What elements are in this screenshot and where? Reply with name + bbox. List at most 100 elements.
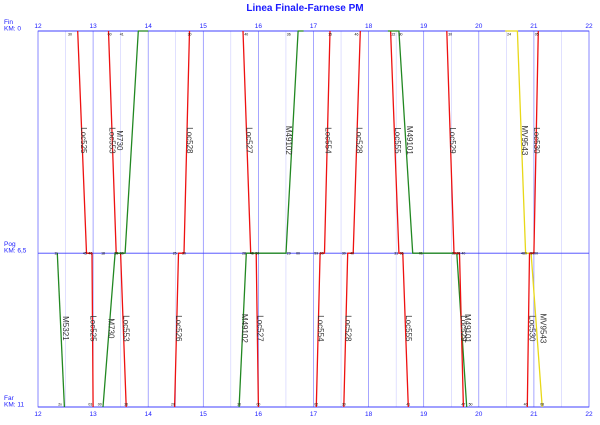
minute-mark-label: 46 xyxy=(88,252,92,256)
minute-mark-label: 00 xyxy=(534,252,538,256)
minute-mark-label: 24 xyxy=(507,33,511,37)
train-name-label: Loc528 xyxy=(344,315,353,342)
top-hour-tick-label: 13 xyxy=(89,23,97,30)
minute-mark-label: 03 xyxy=(88,403,92,407)
train-name-label: M730 xyxy=(115,130,124,151)
minute-mark-label: 00 xyxy=(320,252,324,256)
time-axis: 12 12 13 13 14 14 15 15 16 16 17 17 18 18 19 19 20 20 21 21… xyxy=(34,23,593,418)
train-path-line xyxy=(56,253,66,408)
minute-mark-label: 36 xyxy=(400,252,404,256)
bottom-hour-tick-label: 15 xyxy=(200,411,208,418)
minute-mark-label: 2x xyxy=(58,403,62,407)
train-name-label: M5321 xyxy=(61,316,70,341)
bottom-hour-tick-label: 20 xyxy=(475,411,483,418)
minute-mark-label: 30 xyxy=(68,33,72,37)
train-name-label: Loc530 xyxy=(532,127,541,154)
station-km-label: KM: 11 xyxy=(4,402,24,409)
train-name-label: M49102 xyxy=(284,126,293,155)
train-path-line xyxy=(102,30,149,408)
train-path-line xyxy=(77,30,94,408)
minute-mark-label: 480 xyxy=(521,252,527,256)
train-name-label: M49101 xyxy=(463,314,472,343)
train-paths xyxy=(56,30,543,408)
minute-mark-label: 32 xyxy=(452,252,456,256)
minute-mark-label: 30 xyxy=(342,252,346,256)
minute-mark-label: 40 xyxy=(524,403,528,407)
top-hour-tick-label: 16 xyxy=(255,23,263,30)
train-name-label: Loc529 xyxy=(448,127,457,154)
minute-mark-label: 40 xyxy=(461,252,465,256)
train-name-label: Loc525 xyxy=(88,315,97,342)
bottom-hour-tick-label: 18 xyxy=(365,411,373,418)
grid xyxy=(37,30,590,408)
bottom-hour-tick-label: 12 xyxy=(34,411,42,418)
station-km-label: KM: 0 xyxy=(4,26,21,33)
minute-mark-label: 18 xyxy=(101,252,105,256)
train-name-label: Loc530 xyxy=(528,315,537,342)
bottom-hour-tick-label: 17 xyxy=(310,411,318,418)
minute-mark-label: 29 xyxy=(287,252,291,256)
bottom-hour-tick-label: 22 xyxy=(585,411,593,418)
minute-mark-label: 01 xyxy=(419,252,423,256)
minute-mark-label: 30 xyxy=(237,403,241,407)
minute-mark-label: 50 xyxy=(530,252,534,256)
train-path-line xyxy=(315,30,331,408)
train-name-label: Loc555 xyxy=(404,315,413,342)
minute-mark-label: 38 xyxy=(456,252,460,256)
train-path-line xyxy=(526,30,539,408)
top-hour-tick-label: 19 xyxy=(420,23,428,30)
minute-mark-label: 41 xyxy=(120,33,124,37)
minute-mark-label: 30 xyxy=(120,252,124,256)
minute-mark-label: 08 xyxy=(540,403,544,407)
minute-mark-label: 15 xyxy=(328,33,332,37)
minute-mark-label: 36 xyxy=(124,403,128,407)
minute-mark-label: 02 xyxy=(314,403,318,407)
bottom-hour-tick-label: 16 xyxy=(255,411,263,418)
train-name-label: M49101 xyxy=(405,126,414,155)
station-name-label: Fin xyxy=(4,19,13,26)
minute-mark-label: 50 xyxy=(469,403,473,407)
minute-mark-label: 48 xyxy=(250,252,254,256)
chart-title: Linea Finale-Farnese PM xyxy=(246,3,363,14)
top-hour-tick-label: 15 xyxy=(200,23,208,30)
train-path-line xyxy=(343,30,361,408)
minute-mark-label: 28 xyxy=(114,252,118,256)
bottom-hour-tick-label: 13 xyxy=(89,411,97,418)
top-hour-tick-label: 12 xyxy=(34,23,42,30)
bottom-hour-tick-label: 21 xyxy=(530,411,538,418)
minute-mark-label: 31 xyxy=(394,252,398,256)
minute-mark-label: 36 xyxy=(287,33,291,37)
station-name-label: Pog xyxy=(4,241,16,248)
train-path-line xyxy=(389,30,409,408)
train-name-label: Loc525 xyxy=(79,127,88,154)
train-name-label: Loc554 xyxy=(316,315,325,342)
train-name-label: Loc554 xyxy=(324,127,333,154)
train-path-line xyxy=(446,30,465,408)
minute-mark-label: 00 xyxy=(296,252,300,256)
minute-mark-label: 30 xyxy=(399,33,403,37)
train-name-label: MV9543 xyxy=(520,125,529,155)
minute-mark-label: 30 xyxy=(188,33,192,37)
top-hour-tick-label: 18 xyxy=(365,23,373,30)
train-name-label: Loc526 xyxy=(174,315,183,342)
minute-mark-label: 41 xyxy=(406,403,410,407)
minute-mark-label: 20 xyxy=(171,403,175,407)
minute-mark-label: 50 xyxy=(255,252,259,256)
train-name-label: Loc553 xyxy=(121,315,130,342)
minute-mark-label: 05 xyxy=(535,33,539,37)
minute-mark-label: 40 xyxy=(350,252,354,256)
bottom-hour-tick-label: 14 xyxy=(145,411,153,418)
train-path-line xyxy=(238,30,304,408)
minute-mark-label: 11 xyxy=(54,252,58,256)
minute-mark-label: 22 xyxy=(391,33,395,37)
minute-mark-label: 30 xyxy=(448,33,452,37)
bottom-hour-tick-label: 19 xyxy=(420,411,428,418)
train-name-label: Loc528 xyxy=(185,127,194,154)
train-name-label: Loc527 xyxy=(244,127,253,154)
minute-mark-label: 00 xyxy=(256,403,260,407)
top-hour-tick-label: 14 xyxy=(145,23,153,30)
train-name-label: Loc555 xyxy=(393,127,402,154)
train-path-line xyxy=(387,30,468,408)
